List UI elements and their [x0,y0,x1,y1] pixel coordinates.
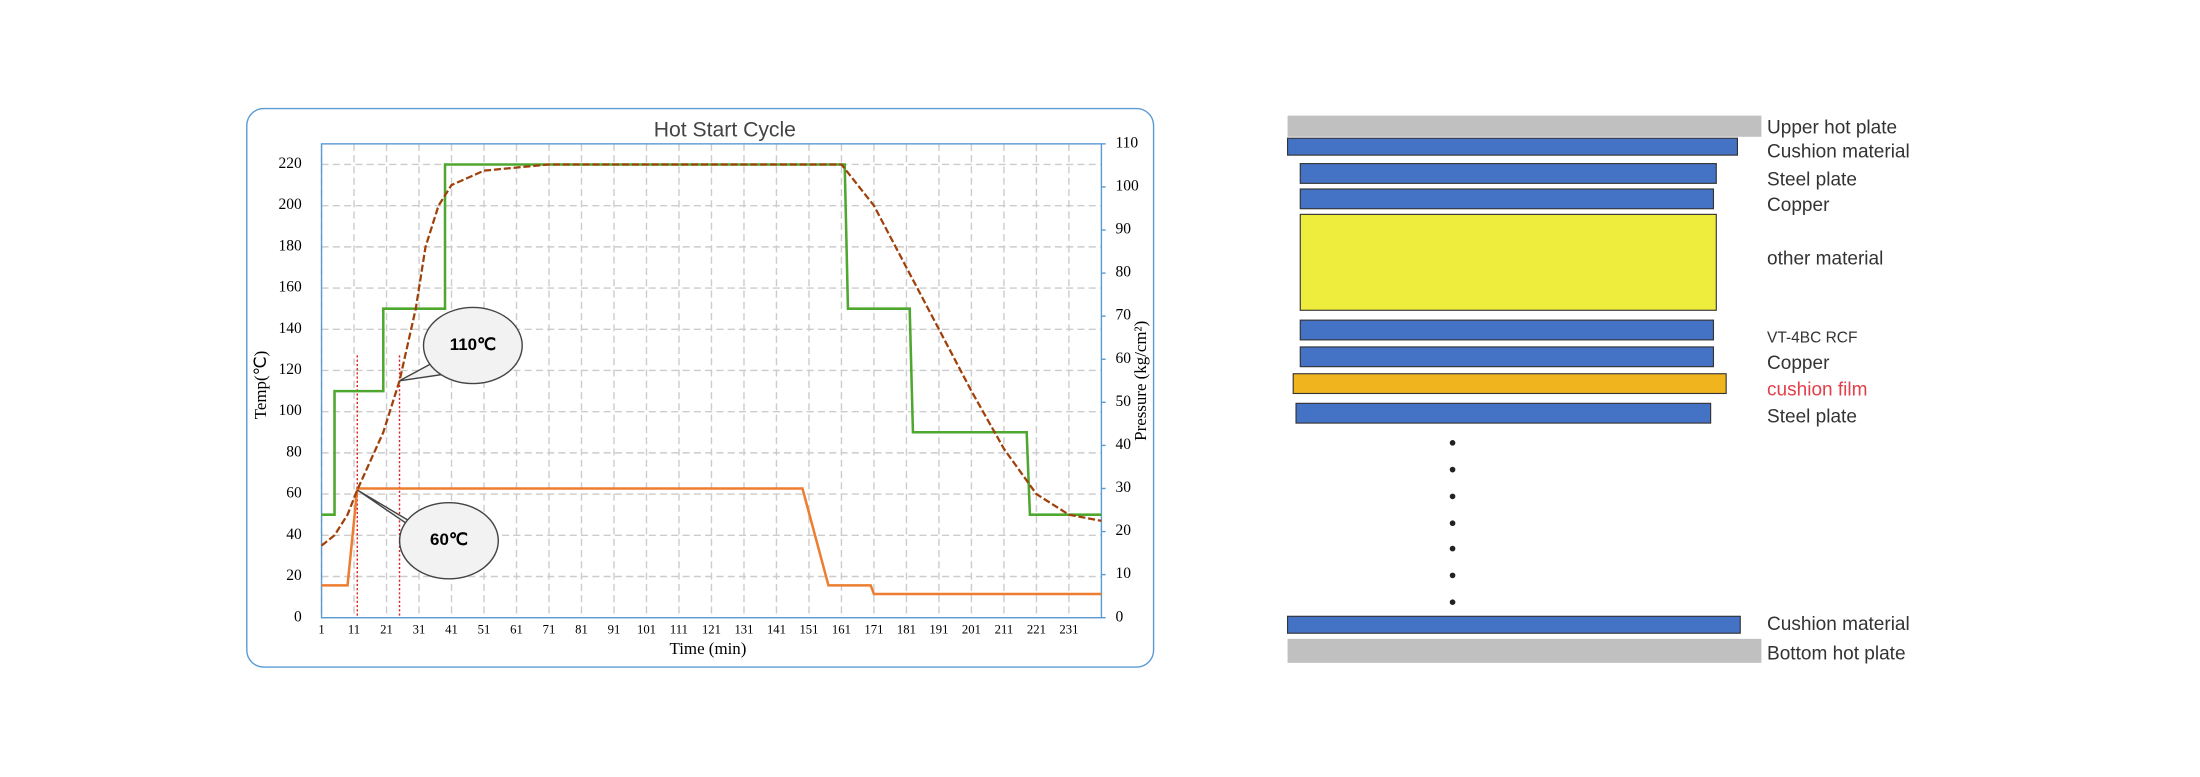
layer-label: Bottom hot plate [1767,643,1905,664]
y-axis-label: Temp(℃) [251,351,270,420]
layer [1299,188,1715,210]
chart-title: Hot Start Cycle [654,119,796,142]
layer-label: Upper hot plate [1767,117,1897,138]
y-tick-label: 100 [279,402,303,419]
y2-axis-label: Pressure (kg/cm²) [1131,321,1150,441]
layer-label: Copper [1767,353,1830,374]
annotation: 110℃ [450,335,496,354]
x-tick-label: 81 [575,622,588,636]
x-tick-label: 31 [413,622,426,636]
x-tick-label: 51 [478,622,491,636]
y2-tick-label: 80 [1116,264,1132,281]
x-tick-label: 41 [445,622,458,636]
x-tick-label: 231 [1059,622,1078,636]
layer-label: VT-4BC RCF [1767,330,1857,347]
layer [1292,373,1727,395]
y-tick-label: 80 [286,443,302,460]
callout-bubble [422,306,523,385]
layer-label: Copper [1767,195,1830,216]
y2-tick-label: 40 [1116,436,1132,453]
layer [1287,615,1741,634]
x-tick-label: 21 [380,622,393,636]
y-tick-label: 60 [286,485,302,502]
layer [1287,115,1762,137]
y2-tick-label: 100 [1116,177,1140,194]
x-tick-label: 201 [962,622,981,636]
layer-label: Steel plate [1767,170,1857,191]
layer-label: cushion film [1767,380,1867,401]
chart-frame [246,107,1155,668]
x-tick-label: 121 [702,622,721,636]
y2-tick-label: 60 [1116,350,1132,367]
x-tick-label: 221 [1027,622,1046,636]
y-tick-label: 120 [279,361,303,378]
y-tick-label: 200 [279,196,303,213]
x-tick-label: 11 [348,622,360,636]
x-tick-label: 71 [543,622,556,636]
plot-area [320,143,1103,619]
x-tick-label: 61 [510,622,523,636]
layer [1299,346,1715,368]
y-tick-label: 20 [286,567,302,584]
layer-label: other material [1767,249,1883,270]
x-tick-label: 181 [897,622,916,636]
x-tick-label: 161 [832,622,851,636]
layer [1299,319,1715,341]
y-tick-label: 180 [279,237,303,254]
x-tick-label: 191 [929,622,948,636]
y-tick-label: 160 [279,279,303,296]
y2-tick-label: 10 [1116,565,1132,582]
layer [1287,137,1738,156]
x-tick-label: 91 [608,622,621,636]
layer [1295,402,1712,424]
y-tick-label: 220 [279,155,303,172]
x-tick-label: 171 [864,622,883,636]
layer [1299,213,1717,311]
layer-label: Cushion material [1767,614,1910,635]
y-tick-label: 0 [294,608,302,625]
callout-bubble [398,501,500,580]
y2-tick-label: 30 [1116,479,1132,496]
y2-tick-label: 20 [1116,522,1132,539]
x-tick-label: 111 [670,622,688,636]
layer [1287,638,1762,663]
y2-tick-label: 90 [1116,221,1132,238]
y2-tick-label: 110 [1116,134,1139,151]
y-tick-label: 40 [286,526,302,543]
x-tick-label: 211 [995,622,1014,636]
series-line [321,487,1102,596]
annotation: 60℃ [430,530,468,549]
x-tick-label: 131 [734,622,753,636]
y2-tick-label: 70 [1116,307,1132,324]
y-tick-label: 140 [279,320,303,337]
layer-label: Steel plate [1767,406,1857,427]
x-tick-label: 141 [767,622,786,636]
ellipsis-dots [1449,440,1456,606]
y2-tick-label: 0 [1116,608,1124,625]
layer [1299,163,1717,184]
layer-label: Cushion material [1767,141,1910,162]
series-line [320,163,1102,547]
x-axis-label: Time (min) [670,639,747,658]
x-tick-label: 151 [799,622,818,636]
x-tick-label: 101 [637,622,656,636]
x-tick-label: 1 [318,622,324,636]
y2-tick-label: 50 [1116,393,1132,410]
